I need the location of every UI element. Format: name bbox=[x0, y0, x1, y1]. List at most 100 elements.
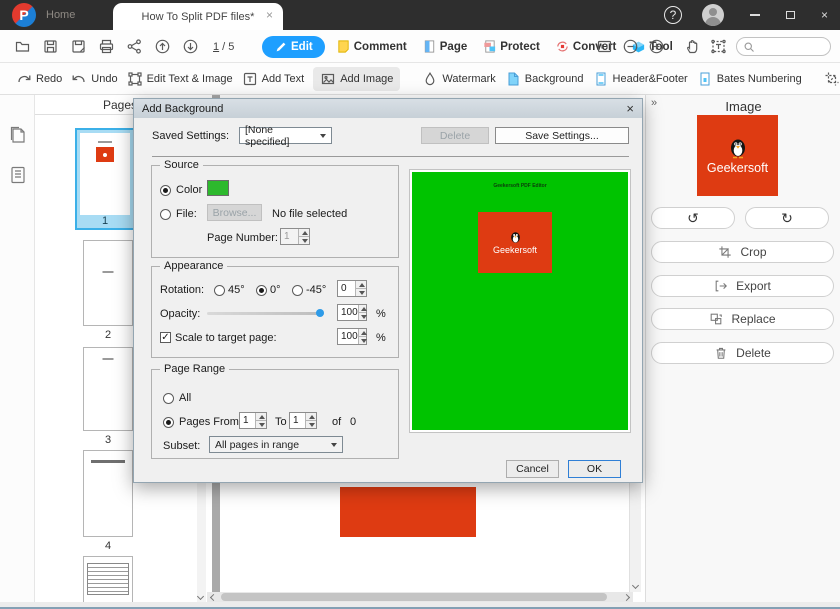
page-indicator[interactable]: 1 / 5 bbox=[213, 41, 234, 53]
tab-comment[interactable]: Comment bbox=[332, 36, 411, 57]
spin-up-icon[interactable] bbox=[358, 329, 368, 337]
scroll-down-icon[interactable] bbox=[196, 592, 205, 601]
text-select-icon[interactable] bbox=[710, 38, 727, 55]
all-pages-radio[interactable] bbox=[163, 393, 174, 404]
scroll-right-icon[interactable] bbox=[622, 593, 631, 601]
search-box[interactable] bbox=[736, 37, 831, 56]
spin-down-icon[interactable] bbox=[256, 421, 266, 428]
document-tab[interactable]: How To Split PDF files* × bbox=[113, 3, 283, 30]
share-icon[interactable] bbox=[126, 38, 143, 55]
home-menu[interactable]: Home bbox=[46, 9, 76, 21]
watermark-button[interactable]: Watermark bbox=[422, 71, 496, 87]
spin-down-icon[interactable] bbox=[358, 337, 368, 344]
rotation-spinner[interactable]: 0 bbox=[337, 280, 367, 297]
opacity-spinner[interactable]: 100 bbox=[337, 304, 368, 321]
page-thumbnail-5[interactable] bbox=[83, 556, 133, 602]
edit-text-image-button[interactable]: Edit Text & Image bbox=[127, 71, 233, 87]
replace-image-button[interactable]: Replace bbox=[651, 308, 834, 330]
tab-close-icon[interactable]: × bbox=[265, 8, 273, 22]
rotation-45-radio[interactable] bbox=[214, 285, 225, 296]
spin-up-icon[interactable] bbox=[306, 413, 316, 421]
scroll-left-icon[interactable] bbox=[209, 593, 218, 601]
undo-button[interactable]: Undo bbox=[71, 71, 118, 87]
scale-spinner[interactable]: 100 bbox=[337, 328, 368, 345]
search-input[interactable] bbox=[759, 41, 823, 52]
saved-settings-dropdown[interactable]: [None specified] bbox=[239, 124, 332, 148]
tab-page[interactable]: Page bbox=[418, 36, 472, 57]
scale-value[interactable]: 100 bbox=[341, 331, 358, 342]
crop-button-toolbar[interactable]: Crop bbox=[824, 71, 840, 87]
help-icon[interactable]: ? bbox=[663, 6, 682, 24]
page-thumbnail-2[interactable] bbox=[83, 240, 133, 326]
horizontal-scrollbar-thumb[interactable] bbox=[221, 593, 607, 601]
window-close-button[interactable]: × bbox=[820, 8, 828, 22]
hand-tool-icon[interactable] bbox=[684, 38, 701, 55]
maximize-button[interactable] bbox=[785, 11, 795, 19]
rotation-value[interactable]: 0 bbox=[341, 283, 347, 294]
dialog-close-icon[interactable]: × bbox=[626, 101, 634, 116]
page-thumbnails-icon[interactable] bbox=[9, 125, 27, 145]
opacity-slider-handle[interactable] bbox=[316, 309, 324, 317]
page-thumbnail-4[interactable] bbox=[83, 450, 133, 537]
minimize-button[interactable] bbox=[749, 14, 760, 16]
spin-up-icon[interactable] bbox=[256, 413, 266, 421]
background-button[interactable]: Background bbox=[505, 71, 584, 87]
header-footer-button[interactable]: Header&Footer bbox=[593, 71, 688, 87]
app-logo[interactable]: P bbox=[12, 3, 36, 27]
fit-page-icon[interactable] bbox=[596, 38, 613, 55]
bates-numbering-button[interactable]: Bates Numbering bbox=[697, 71, 802, 87]
from-page-spinner[interactable]: 1 bbox=[239, 412, 267, 429]
previous-page-icon[interactable] bbox=[154, 38, 171, 55]
zoom-in-icon[interactable] bbox=[648, 38, 665, 55]
document-logo-image[interactable] bbox=[340, 487, 476, 537]
tab-protect[interactable]: Protect bbox=[478, 36, 544, 57]
rotation-0-radio[interactable] bbox=[256, 285, 267, 296]
user-avatar[interactable] bbox=[701, 4, 724, 26]
document-horizontal-scrollbar[interactable] bbox=[207, 592, 633, 602]
to-page-value[interactable]: 1 bbox=[293, 415, 299, 426]
next-page-icon[interactable] bbox=[182, 38, 199, 55]
spin-down-icon[interactable] bbox=[356, 289, 366, 296]
redo-button[interactable]: Redo bbox=[16, 71, 62, 87]
page-thumbnail-1[interactable]: 1 bbox=[75, 128, 135, 230]
spin-up-icon[interactable] bbox=[356, 281, 366, 289]
add-image-button[interactable]: Add Image bbox=[313, 66, 401, 91]
crop-image-button[interactable]: Crop bbox=[651, 241, 834, 263]
print-icon[interactable] bbox=[98, 38, 115, 55]
add-text-button[interactable]: Add Text bbox=[242, 71, 304, 87]
export-image-button[interactable]: Export bbox=[651, 275, 834, 297]
file-radio[interactable] bbox=[160, 209, 171, 220]
opacity-slider[interactable] bbox=[207, 309, 324, 317]
spin-up-icon[interactable] bbox=[358, 305, 368, 313]
opacity-value[interactable]: 100 bbox=[341, 307, 358, 318]
color-radio[interactable] bbox=[160, 185, 171, 196]
rotate-left-button[interactable]: ↺ bbox=[651, 207, 735, 229]
save-settings-button[interactable]: Save Settings... bbox=[495, 127, 629, 144]
collapse-panel-icon[interactable]: » bbox=[651, 97, 658, 109]
from-page-value[interactable]: 1 bbox=[243, 415, 249, 426]
ok-button[interactable]: OK bbox=[568, 460, 621, 478]
dialog-titlebar[interactable]: Add Background × bbox=[134, 99, 642, 118]
spin-down-icon[interactable] bbox=[358, 313, 368, 320]
delete-image-button[interactable]: Delete bbox=[651, 342, 834, 364]
zoom-out-icon[interactable] bbox=[622, 38, 639, 55]
current-page[interactable]: 1 bbox=[213, 40, 220, 53]
outline-icon[interactable] bbox=[9, 165, 27, 185]
open-file-icon[interactable] bbox=[14, 38, 31, 55]
save-as-icon[interactable] bbox=[70, 38, 87, 55]
page-thumbnail-3[interactable] bbox=[83, 347, 133, 431]
color-swatch[interactable] bbox=[207, 180, 229, 196]
spin-down-icon[interactable] bbox=[306, 421, 316, 428]
pages-from-radio[interactable] bbox=[163, 417, 174, 428]
rotation-neg45-radio[interactable] bbox=[292, 285, 303, 296]
tab-convert[interactable]: Convert bbox=[551, 36, 620, 57]
subset-dropdown[interactable]: All pages in range bbox=[209, 436, 343, 453]
scroll-down-icon[interactable] bbox=[631, 581, 640, 590]
document-vertical-scrollbar[interactable] bbox=[629, 483, 641, 592]
scale-checkbox[interactable]: ✓ bbox=[160, 331, 171, 343]
rotate-right-button[interactable]: ↻ bbox=[745, 207, 829, 229]
tab-edit[interactable]: Edit bbox=[262, 35, 325, 58]
save-icon[interactable] bbox=[42, 38, 59, 55]
cancel-button[interactable]: Cancel bbox=[506, 460, 559, 478]
to-page-spinner[interactable]: 1 bbox=[289, 412, 317, 429]
